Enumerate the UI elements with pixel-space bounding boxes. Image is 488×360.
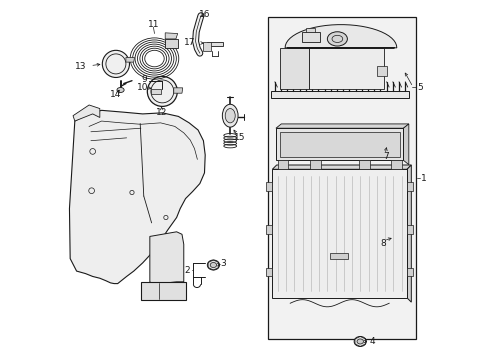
Polygon shape: [265, 225, 272, 234]
Text: 14: 14: [109, 90, 121, 99]
Polygon shape: [149, 232, 183, 284]
Ellipse shape: [353, 337, 366, 346]
Polygon shape: [151, 89, 160, 94]
Ellipse shape: [207, 260, 219, 270]
Text: 5: 5: [416, 83, 422, 92]
Ellipse shape: [210, 262, 216, 267]
Polygon shape: [301, 32, 319, 42]
Polygon shape: [275, 128, 403, 160]
Polygon shape: [73, 105, 100, 121]
Ellipse shape: [117, 87, 124, 93]
Polygon shape: [403, 124, 408, 165]
Text: 7: 7: [382, 152, 387, 161]
Text: 3: 3: [220, 260, 226, 269]
Bar: [267, 18, 415, 339]
Polygon shape: [305, 28, 314, 32]
Polygon shape: [265, 267, 272, 276]
Polygon shape: [173, 88, 183, 93]
Polygon shape: [272, 165, 410, 169]
Text: 6: 6: [376, 39, 381, 48]
Polygon shape: [308, 48, 383, 89]
Text: 11: 11: [147, 20, 159, 29]
Polygon shape: [203, 42, 210, 51]
Text: 15: 15: [234, 132, 245, 141]
Polygon shape: [376, 66, 386, 76]
Text: 17: 17: [183, 37, 195, 46]
Ellipse shape: [326, 32, 346, 46]
Polygon shape: [277, 160, 288, 169]
Text: 1: 1: [420, 174, 426, 183]
Bar: [279, 132, 399, 157]
Ellipse shape: [225, 109, 235, 123]
Polygon shape: [329, 253, 347, 258]
Polygon shape: [272, 169, 406, 298]
Polygon shape: [309, 160, 320, 169]
Ellipse shape: [147, 76, 177, 107]
Ellipse shape: [356, 339, 363, 344]
Polygon shape: [206, 42, 223, 46]
Text: 16: 16: [198, 10, 210, 19]
Text: 13: 13: [75, 62, 86, 71]
Polygon shape: [165, 39, 177, 48]
Ellipse shape: [222, 104, 238, 127]
Text: 12: 12: [156, 108, 167, 117]
Polygon shape: [271, 91, 408, 98]
Polygon shape: [285, 24, 396, 48]
Polygon shape: [406, 182, 413, 191]
Polygon shape: [280, 48, 308, 89]
Polygon shape: [265, 182, 272, 191]
Polygon shape: [406, 225, 413, 234]
Text: 8: 8: [380, 239, 385, 248]
Polygon shape: [141, 282, 185, 300]
Text: 2: 2: [184, 266, 190, 275]
Text: 10: 10: [137, 83, 148, 92]
Text: 4: 4: [369, 337, 375, 346]
Text: 9: 9: [141, 75, 146, 84]
Polygon shape: [275, 124, 408, 128]
Polygon shape: [406, 165, 410, 302]
Polygon shape: [390, 160, 401, 169]
Polygon shape: [358, 160, 369, 169]
Polygon shape: [406, 267, 413, 276]
Ellipse shape: [102, 50, 129, 77]
Polygon shape: [165, 33, 177, 39]
Polygon shape: [69, 111, 205, 284]
Polygon shape: [125, 58, 134, 62]
